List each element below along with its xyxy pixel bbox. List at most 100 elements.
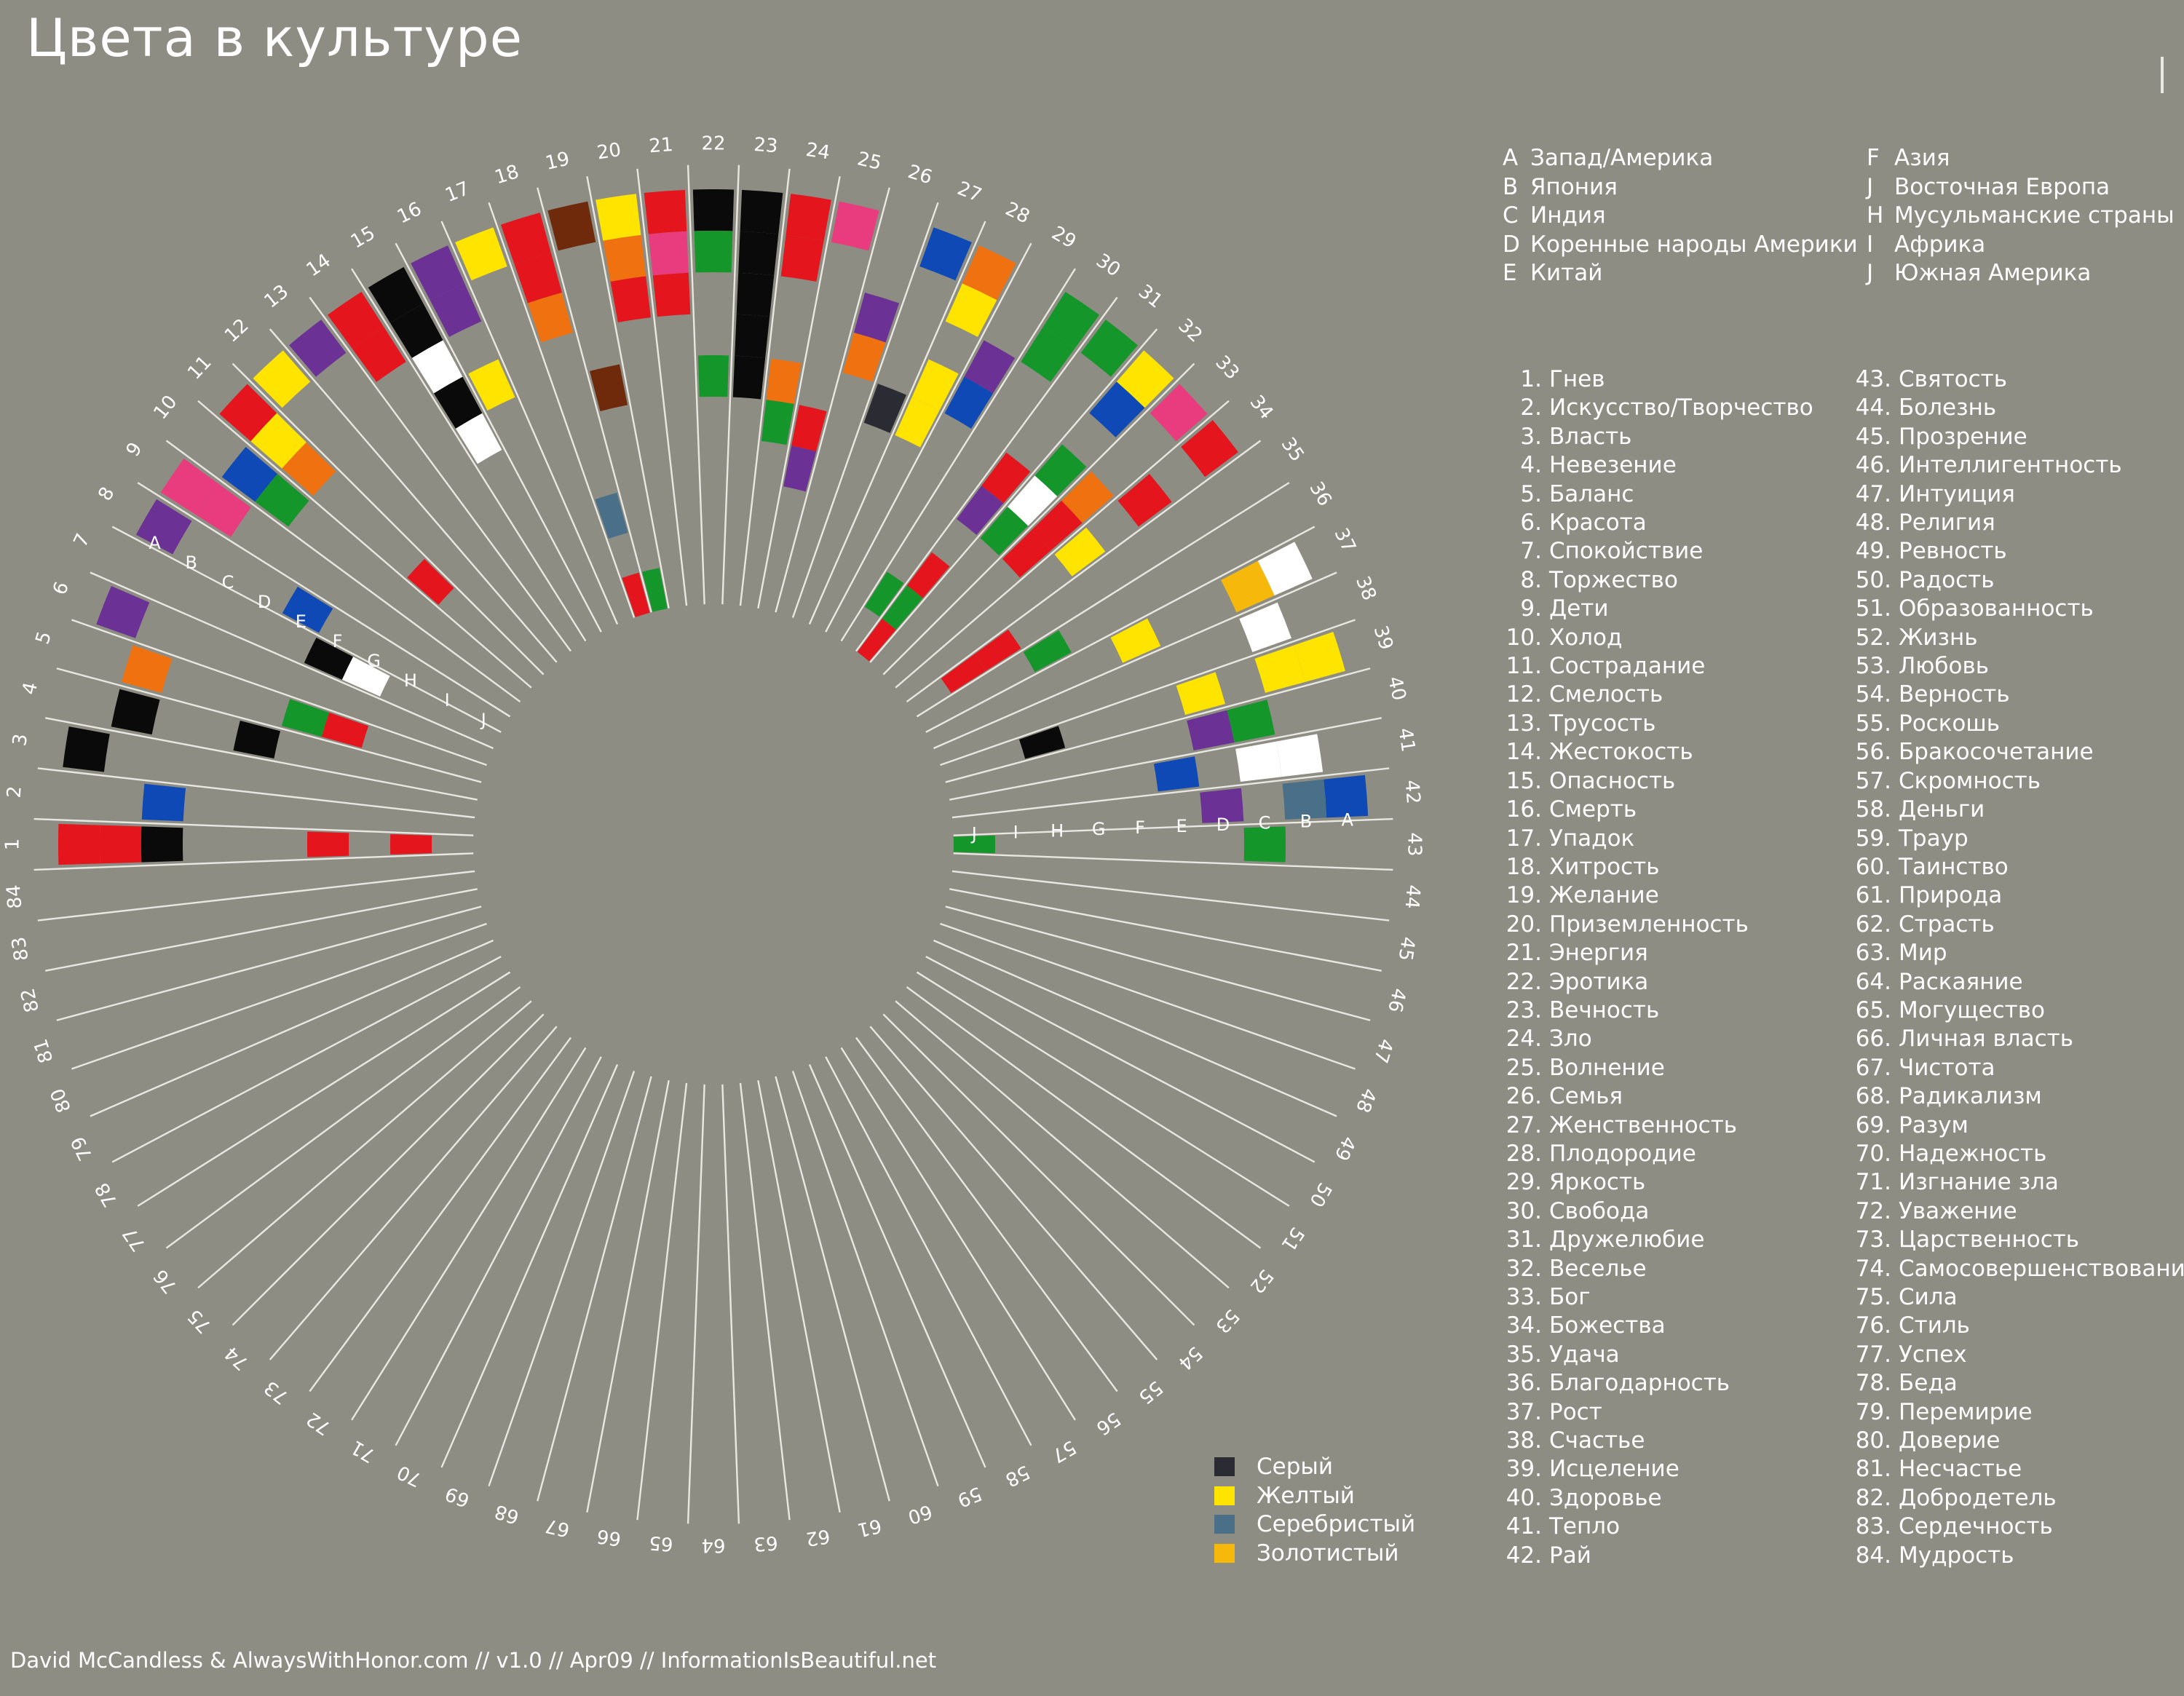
meaning-key-item: 53. Любовь xyxy=(1853,652,2184,681)
meaning-number: 36. xyxy=(1506,1370,1542,1397)
spoke-label: 82 xyxy=(17,986,44,1015)
meaning-label: Любовь xyxy=(1899,653,1990,680)
meaning-label: Ревность xyxy=(1899,538,2007,565)
meaning-label: Перемирие xyxy=(1899,1398,2033,1425)
meaning-number: 32. xyxy=(1506,1255,1542,1282)
ring-label: F xyxy=(333,631,343,651)
meaning-number: 62. xyxy=(1855,911,1891,938)
spoke-label: 55 xyxy=(1134,1376,1167,1408)
spoke-label: 75 xyxy=(183,1304,216,1337)
meaning-key-item: 75. Сила xyxy=(1853,1283,2184,1312)
meaning-key-item: 50. Радость xyxy=(1853,566,2184,595)
cell-18-B xyxy=(514,253,562,304)
cell-40-C xyxy=(1227,700,1275,743)
meaning-key-item: 62. Страсть xyxy=(1853,911,2184,939)
cell-32-D xyxy=(1034,444,1087,496)
cell-22-A xyxy=(692,189,735,231)
meaning-number: 7. xyxy=(1520,538,1542,565)
region-letter: F xyxy=(1867,145,1880,171)
region-key-item: C Индия xyxy=(1503,202,1867,231)
cell-15-E xyxy=(455,413,502,464)
meaning-key-item: 56. Бракосочетание xyxy=(1853,738,2184,766)
spoke-label: 13 xyxy=(261,280,293,312)
spoke-label: 70 xyxy=(394,1460,425,1490)
cell-20-B xyxy=(603,234,646,282)
spoke-label: 69 xyxy=(442,1482,472,1511)
cell-24-F xyxy=(761,400,794,445)
spoke-label: 8 xyxy=(94,483,119,504)
spoke-label: 58 xyxy=(1002,1460,1033,1490)
meaning-key-item: 33. Бог xyxy=(1503,1283,1881,1312)
spoke-label: 54 xyxy=(1174,1342,1206,1374)
spoke-line xyxy=(137,971,511,1207)
spoke-line xyxy=(111,526,502,733)
spoke-line xyxy=(916,971,1290,1207)
cell-8-E xyxy=(282,586,333,633)
meaning-key-item: 63. Мир xyxy=(1853,939,2184,967)
spoke-line xyxy=(351,268,587,642)
spoke-line xyxy=(925,956,1315,1163)
meaning-number: 1. xyxy=(1520,366,1542,392)
meaning-number: 73. xyxy=(1855,1227,1891,1253)
spoke-label: 12 xyxy=(221,314,253,347)
meaning-number: 35. xyxy=(1506,1341,1542,1368)
meaning-number: 41. xyxy=(1506,1513,1542,1540)
meaning-number: 80. xyxy=(1855,1427,1891,1454)
spokes-layer xyxy=(33,165,1393,1524)
meaning-label: Сострадание xyxy=(1549,653,1706,680)
meaning-label: Торжество xyxy=(1549,566,1678,593)
ring-label: B xyxy=(1300,812,1312,832)
meaning-number: 9. xyxy=(1520,595,1542,622)
cell-43-J xyxy=(953,835,995,854)
meaning-number: 2. xyxy=(1520,395,1542,421)
meaning-key-item: 6. Красота xyxy=(1503,509,1881,537)
meaning-label: Несчастье xyxy=(1899,1456,2022,1483)
cell-1-I xyxy=(389,834,432,855)
spoke-label: 9 xyxy=(122,439,147,461)
legend-label: Желтый xyxy=(1257,1482,1355,1509)
meaning-label: Вечность xyxy=(1549,996,1660,1023)
meaning-key-item: 4. Невезение xyxy=(1503,451,1881,480)
meaning-label: Беда xyxy=(1899,1370,1958,1397)
meaning-key-item: 40. Здоровье xyxy=(1503,1484,1881,1513)
cell-2-C xyxy=(141,783,186,822)
spoke-line xyxy=(45,717,478,801)
spoke-label: 84 xyxy=(3,884,26,909)
meaning-number: 12. xyxy=(1506,681,1542,708)
meaning-key-item: 42. Рай xyxy=(1503,1542,1881,1570)
meaning-key-item: 71. Изгнание зла xyxy=(1853,1168,2184,1197)
meaning-key-item: 16. Смерть xyxy=(1503,796,1881,824)
meaning-key-column-1: 1. Гнев 2. Искусство/Творчество 3. Власть 4. Не… xyxy=(1503,365,1881,1570)
spoke-label: 4 xyxy=(18,680,42,697)
meaning-key-item: 83. Сердечность xyxy=(1853,1513,2184,1541)
spoke-label: 27 xyxy=(954,178,985,207)
meaning-key-item: 17. Упадок xyxy=(1503,825,1881,853)
meaning-key-item: 37. Рост xyxy=(1503,1398,1881,1427)
cell-11-B xyxy=(250,413,306,469)
spoke-label: 59 xyxy=(954,1482,985,1511)
spoke-line xyxy=(269,328,558,663)
spoke-line xyxy=(33,852,474,871)
meaning-key-item: 9. Дети xyxy=(1503,595,1881,623)
spoke-line xyxy=(808,221,986,625)
meaning-label: Сердечность xyxy=(1899,1513,2053,1540)
meaning-key-item: 30. Свобода xyxy=(1503,1197,1881,1226)
meaning-label: Мудрость xyxy=(1899,1542,2014,1569)
spoke-line xyxy=(197,1000,532,1289)
cell-10-B xyxy=(221,447,278,502)
meaning-key-item: 2. Искусство/Творчество xyxy=(1503,394,1881,422)
spoke-line xyxy=(197,400,532,689)
credit-line: David McCandless & AlwaysWithHonor.com /… xyxy=(10,1648,937,1673)
spoke-label: 44 xyxy=(1401,884,1424,909)
spoke-label: 36 xyxy=(1305,478,1336,510)
spoke-label: 76 xyxy=(149,1265,181,1298)
meaning-number: 51. xyxy=(1855,595,1891,622)
cell-39-H xyxy=(1018,726,1066,759)
spoke-line xyxy=(90,571,494,750)
meaning-label: Святость xyxy=(1899,366,2007,392)
cell-15-B xyxy=(389,304,443,358)
meaning-label: Благодарность xyxy=(1549,1370,1730,1397)
spoke-line xyxy=(721,1084,740,1524)
region-name: Восточная Европа xyxy=(1894,173,2110,200)
meaning-number: 4. xyxy=(1520,452,1542,479)
